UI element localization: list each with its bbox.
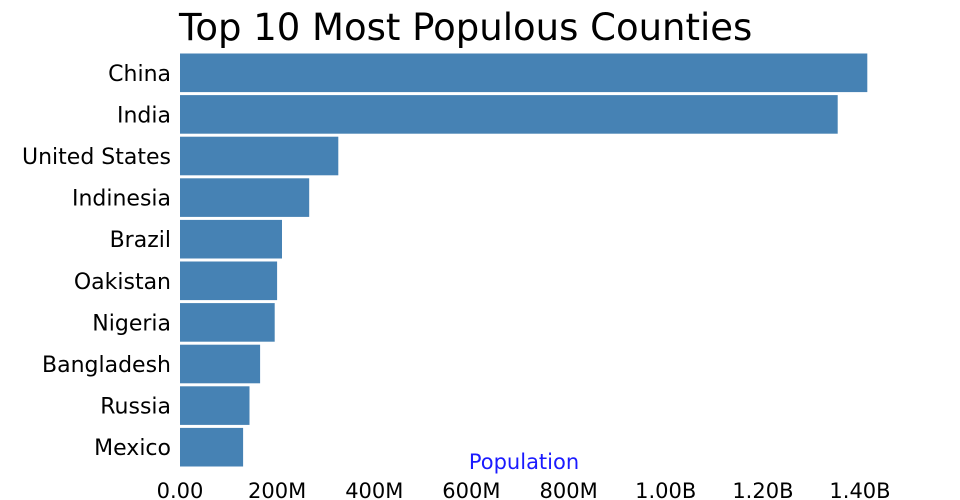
chart-title: Top 10 Most Populous Counties [178, 6, 752, 49]
category-label-united-states: United States [22, 145, 171, 170]
x-tick-label: 1.00B [635, 479, 696, 500]
x-tick-label: 800M [539, 479, 597, 500]
x-tick-label: 600M [442, 479, 500, 500]
category-label-china: China [108, 62, 171, 87]
bar-oakistan [180, 261, 278, 301]
category-labels-group: China India United States Indinesia Brazil Oa… [22, 62, 171, 461]
bar-bangladesh [180, 344, 261, 384]
x-tick-label: 1.20B [732, 479, 793, 500]
category-label-indinesia: Indinesia [72, 187, 171, 212]
category-label-brazil: Brazil [110, 228, 171, 253]
bar-nigeria [180, 303, 275, 342]
category-label-bangladesh: Bangladesh [42, 353, 171, 378]
bar-united-states [180, 136, 339, 176]
bar-russia [180, 386, 250, 425]
x-tick-label: 1.40B [829, 479, 890, 500]
bar-mexico [180, 427, 244, 467]
x-axis-title: Population [469, 450, 579, 474]
bar-china [180, 53, 868, 93]
x-tick-label: 400M [345, 479, 403, 500]
category-label-russia: Russia [100, 395, 171, 420]
category-label-nigeria: Nigeria [92, 311, 171, 336]
category-label-mexico: Mexico [94, 436, 171, 461]
x-tick-labels-group: 0.00 200M 400M 600M 800M 1.00B 1.20B 1.40B [157, 479, 891, 500]
x-tick-label: 200M [248, 479, 306, 500]
bar-indinesia [180, 178, 310, 217]
bars-group [180, 53, 868, 467]
bar-brazil [180, 219, 282, 259]
bar-india [180, 95, 838, 134]
category-label-oakistan: Oakistan [74, 270, 171, 295]
x-tick-label: 0.00 [157, 479, 204, 500]
category-label-india: India [117, 103, 171, 128]
